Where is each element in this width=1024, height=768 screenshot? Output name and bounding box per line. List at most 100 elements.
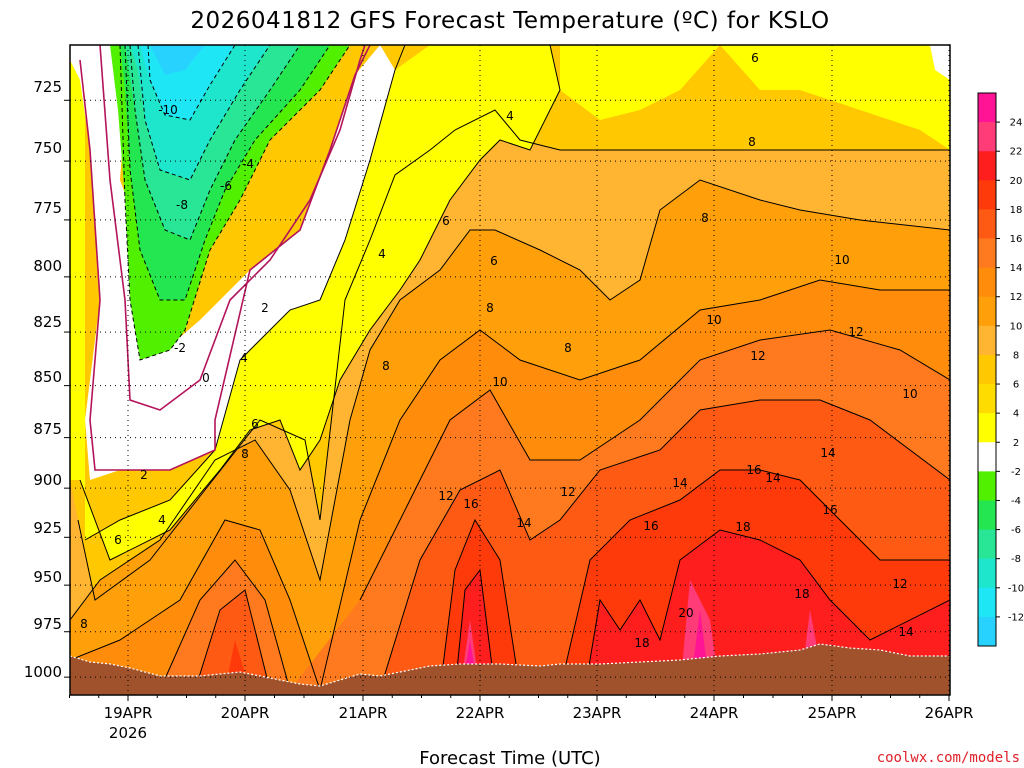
contour-label: 0 bbox=[202, 371, 210, 385]
contour-label: 8 bbox=[241, 447, 249, 461]
colorbar-frame bbox=[977, 92, 997, 647]
contour-label: 12 bbox=[750, 349, 765, 363]
colorbar-label: -8 bbox=[1011, 554, 1021, 565]
y-tick-label: 950 bbox=[33, 568, 62, 586]
contour-label: 14 bbox=[898, 625, 913, 639]
colorbar-label: 4 bbox=[1013, 409, 1019, 420]
contour-label: 16 bbox=[746, 463, 761, 477]
contour-label: 4 bbox=[378, 247, 386, 261]
y-tick-label: 775 bbox=[33, 199, 62, 217]
colorbar-swatch bbox=[978, 267, 996, 298]
colorbar-swatch bbox=[978, 471, 996, 501]
colorbar-swatch bbox=[978, 325, 996, 356]
colorbar-swatch bbox=[978, 413, 996, 443]
contour-label: 10 bbox=[902, 387, 917, 401]
y-tick-label: 900 bbox=[33, 471, 62, 489]
contour-label: 8 bbox=[80, 617, 88, 631]
colorbar-swatch bbox=[978, 442, 996, 472]
colorbar-swatch bbox=[978, 529, 996, 560]
colorbar-swatch bbox=[978, 122, 996, 152]
y-axis: 725 750 775 800 825 850 875 900 925 950 … bbox=[24, 78, 62, 681]
x-tick-label: 21APR bbox=[339, 704, 388, 722]
contour-label: -2 bbox=[174, 341, 186, 355]
band-2-4-top-right bbox=[560, 45, 950, 150]
colorbar: 24 22 20 18 16 14 12 10 8 6 4 2 -2 -4 -6 -8 -10 -12 bbox=[977, 92, 1024, 647]
colorbar-swatch bbox=[978, 209, 996, 240]
contour-label: 18 bbox=[634, 636, 649, 650]
contour-label: 8 bbox=[701, 211, 709, 225]
contour-label: 4 bbox=[158, 513, 166, 527]
contour-label: 12 bbox=[560, 485, 575, 499]
colorbar-label: 10 bbox=[1010, 321, 1023, 332]
contour-label: -8 bbox=[176, 198, 188, 212]
contour-label: 20 bbox=[678, 606, 693, 620]
colorbar-label: -6 bbox=[1011, 525, 1021, 536]
contour-label: 16 bbox=[463, 497, 478, 511]
colorbar-swatch bbox=[978, 93, 996, 123]
contour-label: 6 bbox=[751, 51, 759, 65]
contour-lines-dashed bbox=[119, 45, 351, 361]
contour-lines bbox=[70, 45, 950, 692]
colorbar-label: 22 bbox=[1010, 147, 1023, 158]
credit-text: coolwx.com/models bbox=[877, 750, 1020, 766]
contour-label: 2 bbox=[261, 301, 269, 315]
contour-label: 14 bbox=[516, 516, 531, 530]
colorbar-swatch bbox=[978, 238, 996, 269]
band-0-2 bbox=[70, 45, 950, 480]
colorbar-label: -4 bbox=[1011, 496, 1021, 507]
y-tick-label: 875 bbox=[33, 420, 62, 438]
colorbar-label: -10 bbox=[1008, 583, 1024, 594]
y-tick-label: 1000 bbox=[24, 663, 62, 681]
y-tick-label: 925 bbox=[33, 519, 62, 537]
contour-label-group: -10 -8 -6 -4 -2 0 2 2 4 4 4 4 6 6 6 6 6 … bbox=[80, 51, 917, 650]
terrain bbox=[70, 643, 950, 695]
contour-label: 18 bbox=[794, 587, 809, 601]
x-tick-label: 23APR bbox=[573, 704, 622, 722]
colorbar-label: 6 bbox=[1013, 380, 1019, 391]
x-tick-label: 25APR bbox=[808, 704, 857, 722]
colorbar-label: 12 bbox=[1010, 292, 1023, 303]
contour-label: -4 bbox=[242, 157, 254, 171]
colorbar-swatch bbox=[978, 500, 996, 531]
contour-label: 14 bbox=[820, 446, 835, 460]
colorbar-label: 14 bbox=[1010, 263, 1023, 274]
x-tick-label: 22APR bbox=[456, 704, 505, 722]
contour-label: 8 bbox=[748, 135, 756, 149]
y-tick-label: 800 bbox=[33, 257, 62, 275]
band-m12-m10 bbox=[150, 45, 205, 75]
contour-label: 12 bbox=[848, 325, 863, 339]
contour-label: 4 bbox=[240, 351, 248, 365]
contour-label: 6 bbox=[114, 533, 122, 547]
contour-label: 8 bbox=[382, 359, 390, 373]
contour-label: 6 bbox=[442, 214, 450, 228]
x-tick-label: 20APR bbox=[221, 704, 270, 722]
y-tick-label: 975 bbox=[33, 615, 62, 633]
y-tick-label: 750 bbox=[33, 139, 62, 157]
plot-area bbox=[70, 45, 950, 695]
axis-ticks bbox=[64, 99, 950, 701]
contour-label: 18 bbox=[735, 520, 750, 534]
colorbar-swatch bbox=[978, 587, 996, 618]
colorbar-label: -2 bbox=[1011, 467, 1021, 478]
colorbar-swatch bbox=[978, 296, 996, 327]
x-tick-label: 24APR bbox=[690, 704, 739, 722]
y-tick-label: 725 bbox=[33, 78, 62, 96]
contour-label: 12 bbox=[438, 489, 453, 503]
x-axis-label: Forecast Time (UTC) bbox=[419, 748, 600, 768]
zero-line bbox=[79, 45, 371, 471]
contour-label: 14 bbox=[765, 471, 780, 485]
x-axis: 19APR 20APR 21APR 22APR 23APR 24APR 25AP… bbox=[104, 704, 974, 742]
contour-label: -10 bbox=[158, 103, 178, 117]
contour-label: 10 bbox=[492, 375, 507, 389]
chart-title: 2026041812 GFS Forecast Temperature (ºC)… bbox=[190, 8, 829, 34]
contour-label: 6 bbox=[490, 254, 498, 268]
colorbar-swatch bbox=[978, 180, 996, 210]
contour-label: 16 bbox=[822, 503, 837, 517]
contour-label: 2 bbox=[140, 468, 148, 482]
x-tick-label: 19APR bbox=[104, 704, 153, 722]
contour-label: 8 bbox=[486, 301, 494, 315]
band-2-4 bbox=[70, 45, 560, 560]
colorbar-label: 2 bbox=[1013, 438, 1019, 449]
colorbar-swatch bbox=[978, 384, 996, 414]
contour-label: 8 bbox=[564, 341, 572, 355]
